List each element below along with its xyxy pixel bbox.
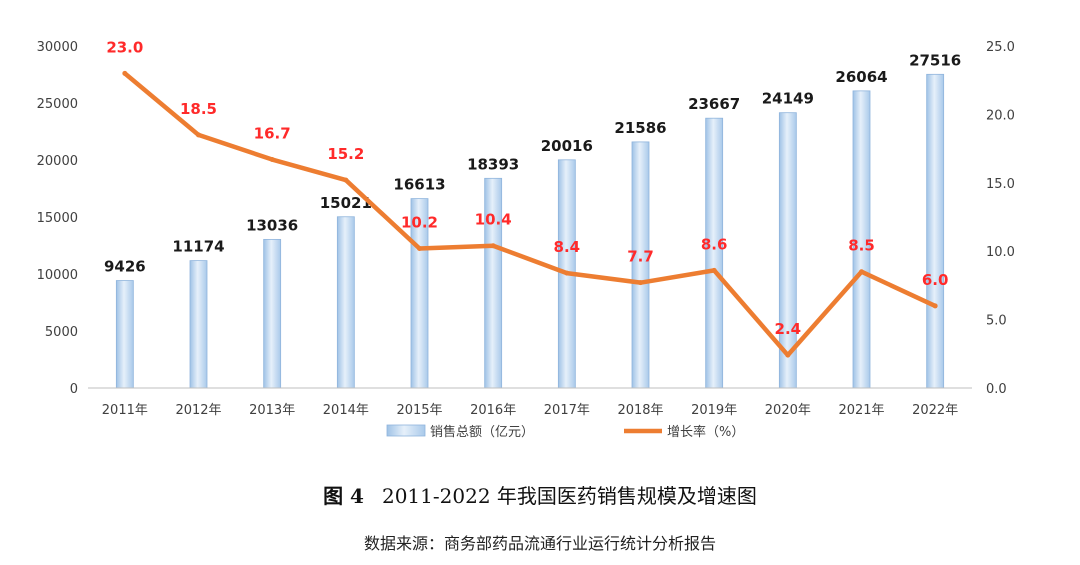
bar-value-label: 24149 — [762, 90, 814, 108]
right-tick-label: 0.0 — [986, 382, 1007, 397]
line-point — [932, 303, 938, 309]
figure-title-text: 2011-2022 年我国医药销售规模及增速图 — [381, 484, 757, 508]
sales-growth-chart: 0 5000 10000 15000 20000 25000 30000 0.0 5.0 10.… — [37, 38, 1015, 440]
x-tick-label: 2012年 — [175, 403, 221, 418]
line-point — [343, 177, 349, 183]
x-tick-label: 2013年 — [249, 403, 295, 418]
left-tick-label: 5000 — [45, 325, 78, 340]
figure-number: 图 4 — [323, 484, 364, 508]
line-point — [417, 245, 422, 251]
x-tick-label: 2011年 — [102, 403, 148, 418]
line-point — [859, 269, 864, 275]
rate-value-label: 8.6 — [701, 235, 728, 253]
bar-value-label: 26064 — [835, 68, 887, 86]
right-tick-label: 5.0 — [986, 314, 1007, 329]
bar-value-label: 20016 — [541, 137, 593, 155]
x-tick-label: 2017年 — [544, 403, 590, 418]
left-tick-label: 10000 — [37, 268, 78, 283]
bar — [263, 238, 282, 389]
figure-title: 图 4 2011-2022 年我国医药销售规模及增速图 — [0, 480, 1080, 509]
line-point — [490, 243, 496, 249]
bar-value-label: 18393 — [467, 155, 519, 173]
bar-value-label: 15021 — [320, 194, 372, 212]
bar-value-label: 11174 — [172, 238, 224, 256]
rate-value-label: 10.2 — [401, 213, 438, 231]
legend-line-label: 增长率（%） — [667, 424, 744, 440]
x-tick-label: 2015年 — [396, 403, 442, 418]
line-point — [269, 157, 275, 163]
x-tick-label: 2021年 — [838, 403, 884, 418]
right-tick-label: 10.0 — [986, 245, 1015, 260]
line-series: 23.0 18.5 16.7 15.2 10.2 10.4 8.4 7.7 8.6 2.4 8.5 6… — [106, 38, 949, 358]
growth-rate-line — [122, 71, 938, 358]
right-axis: 0.0 5.0 10.0 15.0 20.0 25.0 — [986, 40, 1015, 397]
rate-value-label: 18.5 — [180, 100, 217, 118]
figure-source: 数据来源：商务部药品流通行业运行统计分析报告 — [363, 534, 716, 553]
bar-value-label: 21586 — [614, 119, 666, 137]
line-point — [564, 270, 570, 276]
bar-value-label: 9426 — [104, 258, 146, 276]
rate-value-label: 7.7 — [627, 248, 654, 266]
x-axis: 2011年 2012年 2013年 2014年 2015年 2016年 2017年 2018年… — [88, 387, 972, 418]
left-tick-label: 25000 — [37, 97, 78, 112]
line-point — [711, 267, 717, 273]
x-tick-label: 2018年 — [617, 403, 663, 418]
bar-value-label: 13036 — [246, 216, 298, 234]
x-tick-label: 2020年 — [765, 403, 811, 418]
rate-value-label: 8.5 — [848, 237, 875, 255]
bar-value-label: 16613 — [393, 176, 445, 194]
bar — [336, 216, 355, 389]
left-tick-label: 0 — [70, 382, 78, 397]
rate-value-label: 8.4 — [554, 238, 581, 256]
legend: 销售总额（亿元） 增长率（%） — [386, 424, 744, 440]
legend-bar-label: 销售总额（亿元） — [430, 424, 534, 440]
rate-value-label: 2.4 — [775, 320, 802, 338]
bar — [189, 260, 208, 389]
rate-value-label: 23.0 — [106, 38, 143, 56]
bar-value-label: 23667 — [688, 95, 740, 113]
bar-series: 9426 11174 13036 15021 16613 18393 20016 21586 2… — [104, 51, 961, 389]
left-tick-label: 20000 — [37, 154, 78, 169]
left-tick-label: 30000 — [37, 40, 78, 55]
bar — [926, 73, 945, 389]
x-tick-label: 2022年 — [912, 403, 958, 418]
rate-value-label: 15.2 — [327, 145, 364, 163]
bar — [115, 280, 134, 389]
x-tick-label: 2014年 — [323, 403, 369, 418]
line-point — [638, 280, 643, 286]
bar-value-label: 27516 — [909, 51, 961, 69]
left-axis: 0 5000 10000 15000 20000 25000 30000 — [37, 40, 78, 397]
rate-value-label: 6.0 — [922, 271, 949, 289]
line-point — [785, 352, 791, 358]
right-tick-label: 25.0 — [986, 40, 1015, 55]
legend-bar-swatch — [386, 424, 426, 437]
line-point — [122, 70, 128, 76]
right-tick-label: 20.0 — [986, 108, 1015, 123]
right-tick-label: 15.0 — [986, 177, 1015, 192]
x-tick-label: 2019年 — [691, 403, 737, 418]
line-point — [196, 132, 201, 138]
rate-value-label: 16.7 — [254, 125, 291, 143]
left-tick-label: 15000 — [37, 211, 78, 226]
rate-value-label: 10.4 — [475, 211, 512, 229]
x-tick-label: 2016年 — [470, 403, 516, 418]
